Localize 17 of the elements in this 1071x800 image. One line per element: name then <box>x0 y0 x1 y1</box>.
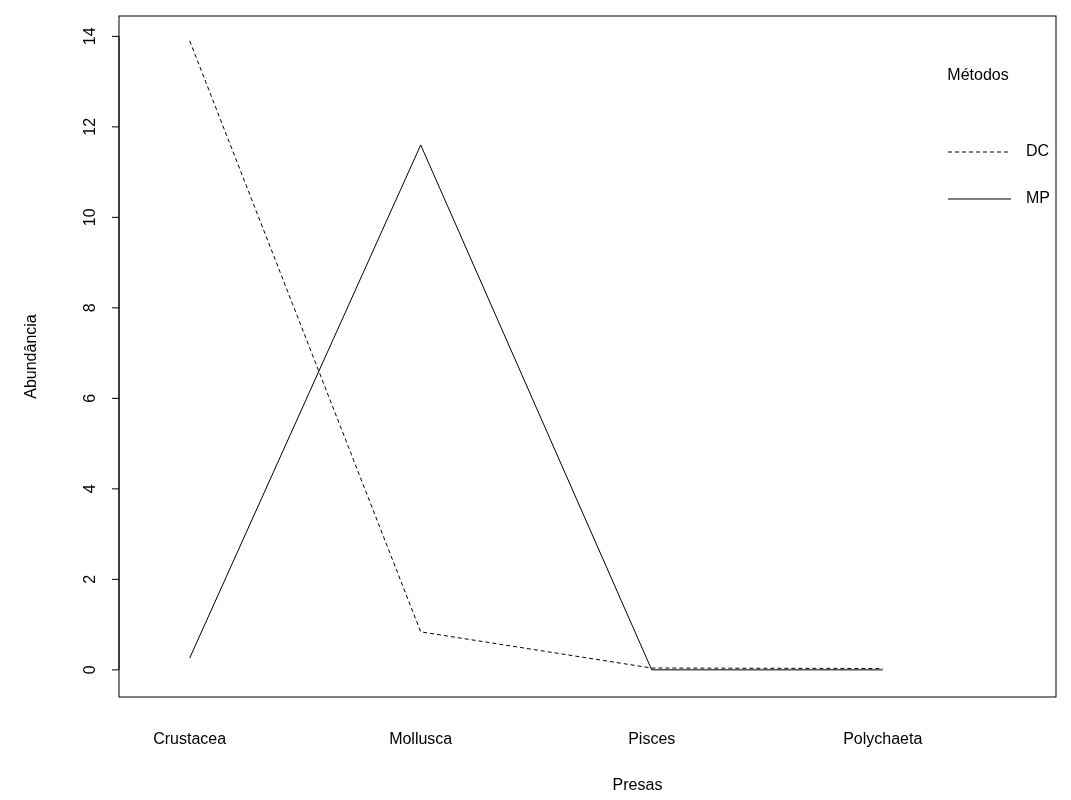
y-axis-title: Abundância <box>22 314 39 399</box>
x-tick-label: Polychaeta <box>843 730 923 747</box>
legend-label: DC <box>1026 142 1050 160</box>
x-tick-label: Mollusca <box>389 730 453 747</box>
y-tick-label: 6 <box>81 393 99 403</box>
y-tick-label: 8 <box>81 303 99 313</box>
x-tick-label: Crustacea <box>153 730 227 747</box>
y-tick-label: 12 <box>81 117 99 136</box>
y-tick-label: 2 <box>81 574 99 584</box>
y-tick-label: 4 <box>81 484 99 494</box>
legend-label: MP <box>1026 189 1050 207</box>
legend-title: Métodos <box>947 66 1009 83</box>
y-tick-label: 14 <box>81 27 99 46</box>
x-tick-label: Pisces <box>628 730 676 747</box>
y-tick-label: 0 <box>81 665 99 675</box>
x-axis-title: Presas <box>612 776 663 793</box>
y-tick-label: 10 <box>81 208 99 227</box>
